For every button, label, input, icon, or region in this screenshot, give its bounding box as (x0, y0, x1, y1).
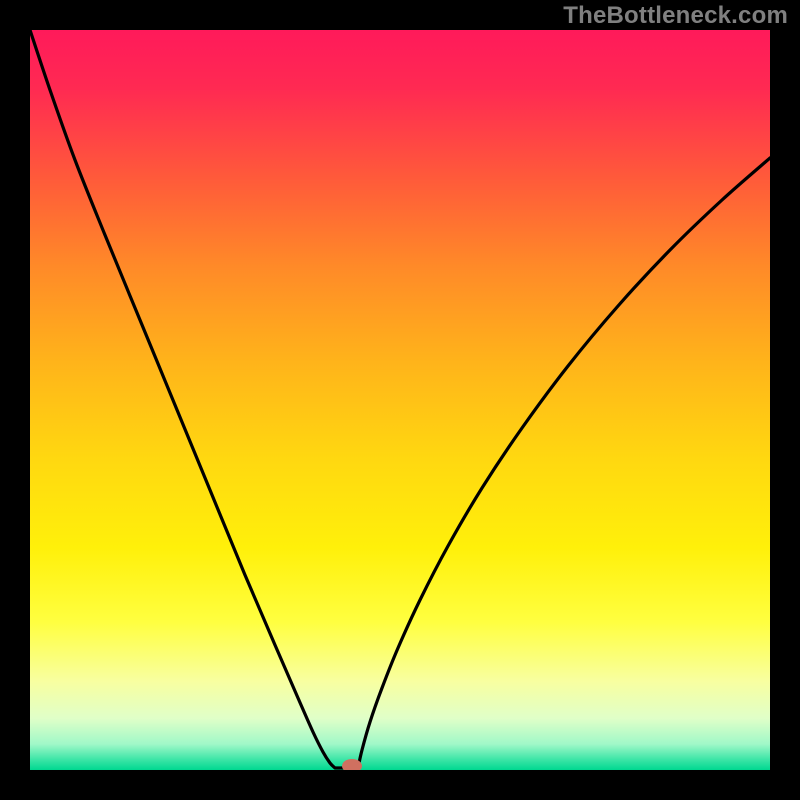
plot-area (30, 30, 770, 770)
plot-svg (30, 30, 770, 770)
gradient-background (30, 30, 770, 770)
watermark-text: TheBottleneck.com (563, 2, 788, 30)
